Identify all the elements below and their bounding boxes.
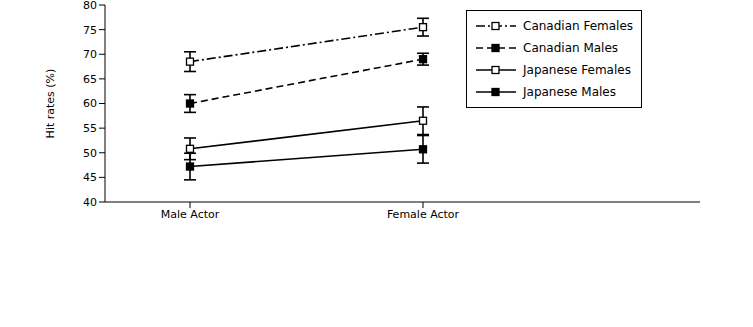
svg-text:45: 45 [83, 171, 97, 184]
svg-text:75: 75 [83, 24, 97, 37]
html-text:Canadian Males: Canadian Males [523, 41, 619, 55]
svg-text:Male Actor: Male Actor [161, 208, 220, 221]
html-text:Canadian Females: Canadian Females [523, 19, 634, 33]
svg-text:55: 55 [83, 122, 97, 135]
svg-text:70: 70 [83, 48, 97, 61]
svg-text:Hit rates (%): Hit rates (%) [44, 69, 57, 139]
svg-text:60: 60 [83, 97, 97, 110]
svg-text:65: 65 [83, 73, 97, 86]
svg-text:Female Actor: Female Actor [387, 208, 460, 221]
html-text:Japanese Females: Japanese Females [523, 63, 631, 77]
html-text:Japanese Males: Japanese Males [523, 85, 616, 99]
svg-text:40: 40 [83, 196, 97, 209]
svg-text:50: 50 [83, 147, 97, 160]
svg-text:80: 80 [83, 0, 97, 12]
